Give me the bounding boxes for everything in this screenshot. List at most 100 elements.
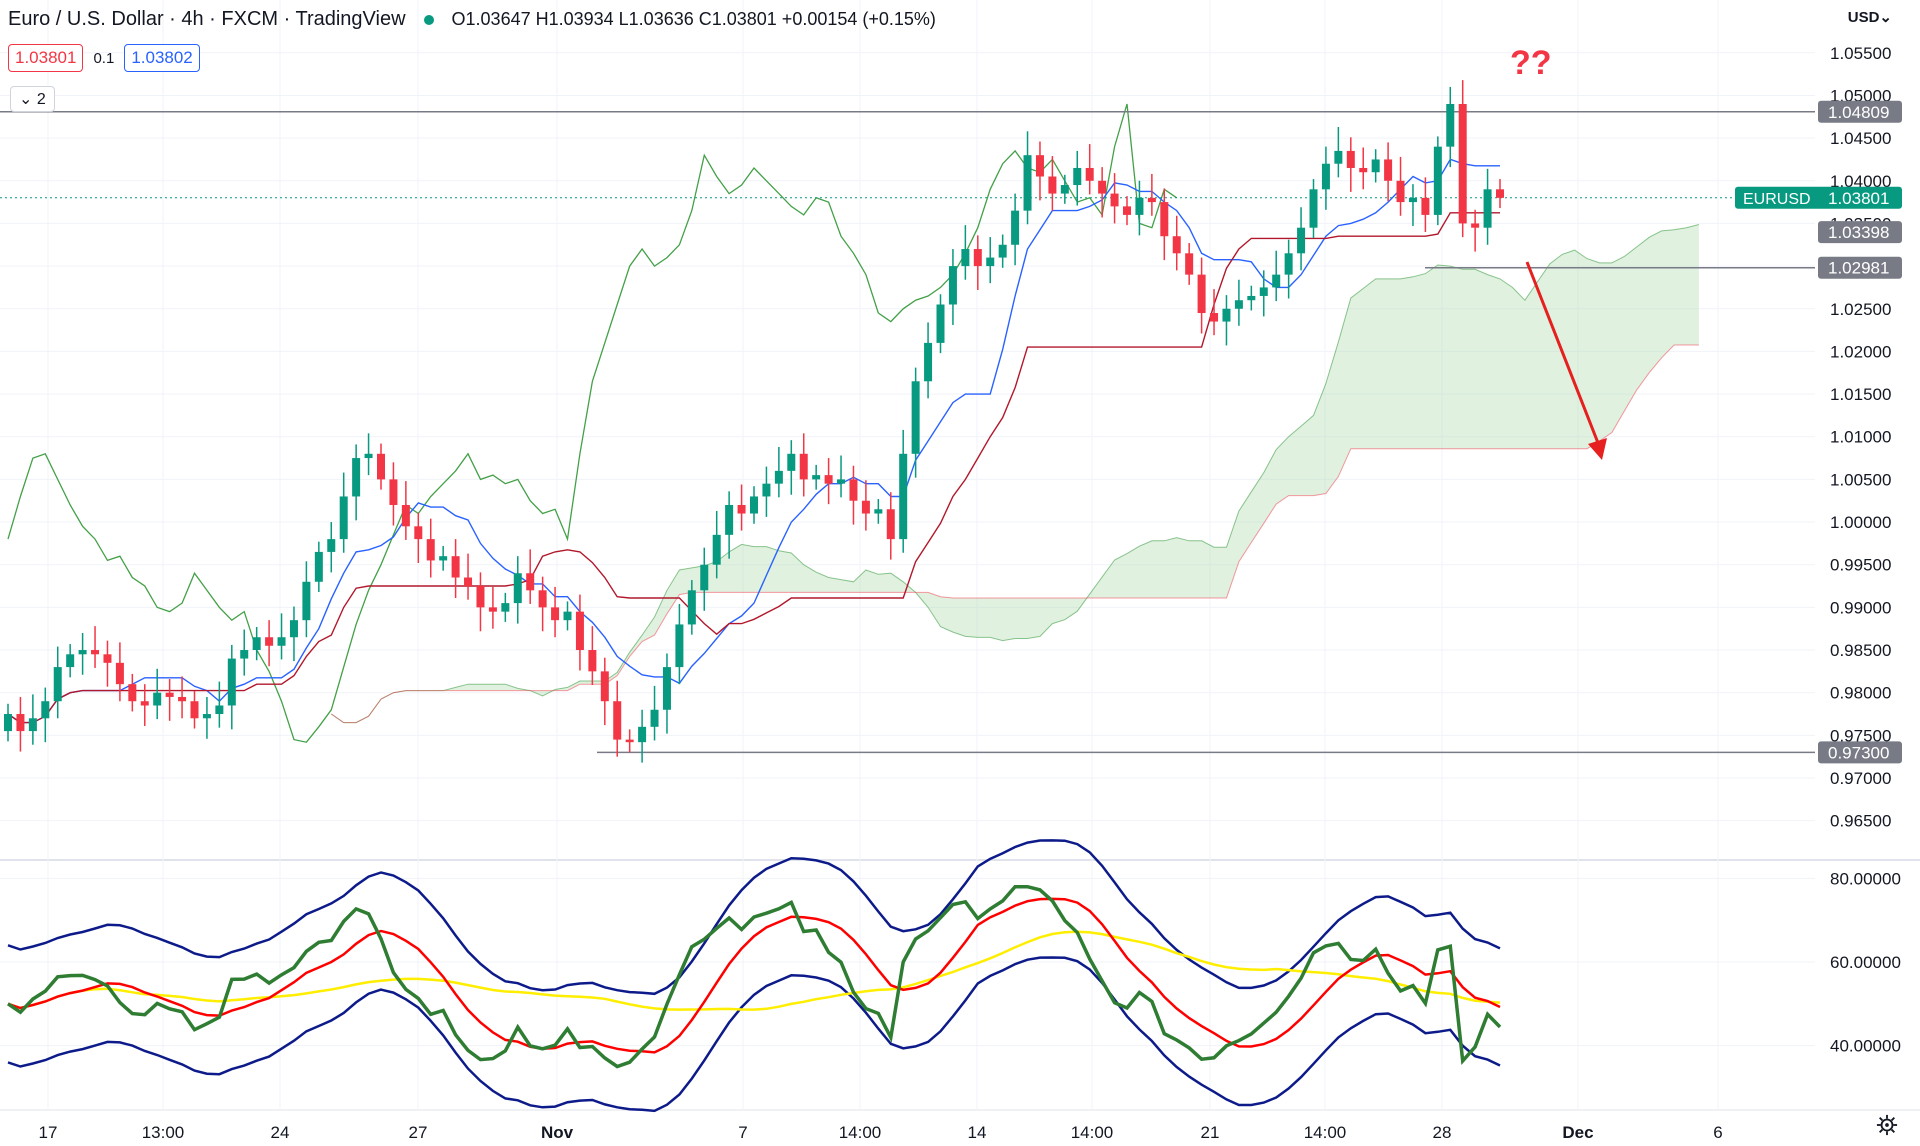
- candle-body: [352, 458, 361, 497]
- candle-body: [812, 475, 821, 480]
- price-level-label: 1.02981: [1828, 259, 1889, 278]
- candle-body: [178, 696, 187, 702]
- spread-value: 0.1: [93, 49, 115, 67]
- candle-body: [563, 611, 572, 621]
- candle-body: [327, 539, 336, 552]
- candle-body: [1060, 185, 1069, 194]
- candle-body: [140, 701, 149, 706]
- candle-body: [1272, 274, 1281, 288]
- price-tick-label: 0.99500: [1830, 556, 1891, 575]
- price-level-tag: [1818, 221, 1902, 244]
- candle-body: [762, 483, 771, 497]
- price-axis: 1.055001.050001.045001.040001.035001.030…: [1735, 44, 1902, 1056]
- candle-body: [1247, 295, 1256, 301]
- candle-body: [252, 637, 261, 651]
- price-tick-label: 0.99000: [1830, 598, 1891, 617]
- candle-body: [1384, 159, 1393, 181]
- candle-body: [426, 539, 435, 561]
- candle-body: [1359, 167, 1368, 173]
- candle-body: [1147, 197, 1156, 203]
- candle-body: [28, 718, 37, 732]
- currency-label: USD: [1847, 9, 1880, 26]
- upper-band: [7, 839, 1501, 996]
- price-tick-label: 1.04500: [1830, 129, 1891, 148]
- price-level-label: 0.97300: [1828, 743, 1889, 762]
- price-tick-label: 1.01500: [1830, 385, 1891, 404]
- candle-body: [1085, 167, 1094, 181]
- time-tick-label: 28: [1433, 1123, 1452, 1142]
- time-tick-label: 7: [738, 1123, 747, 1142]
- rsi-line: [7, 884, 1502, 1069]
- candle-body: [1321, 163, 1330, 190]
- candle-body: [551, 607, 560, 621]
- candle-body: [1160, 202, 1169, 237]
- price-tick-label: 0.98000: [1830, 684, 1891, 703]
- candle-body: [1048, 176, 1057, 194]
- rsi-tick-label: 80.00000: [1830, 869, 1901, 888]
- senkou-span-a: [331, 224, 1700, 724]
- bearish-arrow: [1525, 261, 1607, 460]
- buy-button[interactable]: 1.03802: [124, 44, 200, 72]
- candle-body: [837, 479, 846, 484]
- candle-body: [799, 453, 808, 480]
- candle-body: [128, 684, 137, 702]
- currency-selector[interactable]: USD⌄: [1848, 8, 1892, 26]
- candle-body: [501, 603, 510, 612]
- candle-body: [1135, 197, 1144, 215]
- candle-body: [824, 475, 833, 484]
- chikou-span: [7, 103, 1178, 743]
- time-tick-label: 13:00: [142, 1123, 185, 1142]
- symbol-title[interactable]: Euro / U.S. Dollar · 4h · FXCM · Trading…: [8, 8, 406, 30]
- price-tick-label: 0.98500: [1830, 641, 1891, 660]
- candle-body: [662, 667, 671, 710]
- candle-body: [911, 381, 920, 454]
- candle-body: [1035, 155, 1044, 177]
- gear-icon[interactable]: [1876, 1114, 1898, 1136]
- candle-body: [1110, 193, 1119, 207]
- candle-body: [190, 701, 199, 719]
- indicators-toggle[interactable]: ⌄ 2: [10, 86, 55, 112]
- candlesticks: [4, 80, 1504, 763]
- candle-body: [265, 637, 274, 646]
- price-level-tag: [1818, 100, 1902, 123]
- price-tick-label: 1.05500: [1830, 44, 1891, 63]
- sell-button[interactable]: 1.03801: [8, 44, 84, 72]
- candle-body: [1098, 180, 1107, 194]
- time-tick-label: Dec: [1562, 1123, 1593, 1142]
- candle-body: [476, 586, 485, 608]
- buy-sell-box: 1.03801 0.1 1.03802: [8, 44, 200, 72]
- price-tick-label: 1.00500: [1830, 470, 1891, 489]
- candle-body: [1011, 210, 1020, 245]
- candle-body: [774, 470, 783, 484]
- price-level-label: 1.04809: [1828, 103, 1889, 122]
- time-tick-label: 14:00: [1071, 1123, 1114, 1142]
- price-tick-label: 1.05000: [1830, 86, 1891, 105]
- time-tick-label: 6: [1713, 1123, 1722, 1142]
- candle-body: [1210, 313, 1219, 322]
- candle-body: [687, 590, 696, 625]
- chart-grid: [0, 0, 1920, 1111]
- rsi-pane: [7, 839, 1502, 1113]
- current-price-tag: [1735, 186, 1902, 209]
- candle-body: [625, 739, 634, 743]
- rsi-tick-label: 40.00000: [1830, 1037, 1901, 1056]
- candle-body: [240, 650, 249, 659]
- time-tick-label: 14:00: [1304, 1123, 1347, 1142]
- rsi-signal: [7, 897, 1501, 1054]
- cloud-area: [331, 224, 1699, 723]
- candle-body: [973, 249, 982, 267]
- candle-body: [364, 453, 373, 459]
- kijun-line: [7, 212, 1500, 724]
- candle-body: [849, 479, 858, 501]
- candle-body: [1396, 180, 1405, 203]
- time-tick-label: 14: [968, 1123, 987, 1142]
- candle-body: [115, 662, 124, 685]
- candle-body: [277, 637, 286, 646]
- price-tick-label: 1.02000: [1830, 342, 1891, 361]
- candle-body: [613, 701, 622, 740]
- candle-body: [1408, 197, 1417, 203]
- candle-body: [1371, 159, 1380, 173]
- candle-body: [165, 692, 174, 697]
- time-tick-label: 21: [1201, 1123, 1220, 1142]
